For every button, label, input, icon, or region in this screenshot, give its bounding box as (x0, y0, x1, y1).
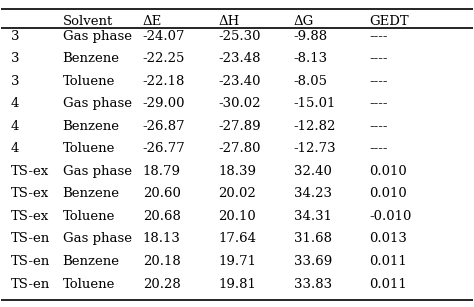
Text: Benzene: Benzene (63, 52, 119, 65)
Text: -29.00: -29.00 (143, 97, 185, 111)
Text: -8.05: -8.05 (293, 75, 328, 88)
Text: 33.69: 33.69 (293, 255, 332, 268)
Text: ----: ---- (369, 142, 387, 155)
Text: -26.87: -26.87 (143, 120, 185, 133)
Text: 17.64: 17.64 (218, 232, 256, 246)
Text: 34.31: 34.31 (293, 210, 331, 223)
Text: TS-en: TS-en (11, 232, 50, 246)
Text: -24.07: -24.07 (143, 30, 185, 43)
Text: ΔE: ΔE (143, 15, 162, 28)
Text: 18.79: 18.79 (143, 165, 181, 178)
Text: TS-ex: TS-ex (11, 188, 49, 200)
Text: -25.30: -25.30 (218, 30, 261, 43)
Text: 3: 3 (11, 75, 19, 88)
Text: 20.60: 20.60 (143, 188, 181, 200)
Text: Toluene: Toluene (63, 278, 115, 290)
Text: 19.71: 19.71 (218, 255, 256, 268)
Text: -27.80: -27.80 (218, 142, 261, 155)
Text: ----: ---- (369, 120, 387, 133)
Text: -8.13: -8.13 (293, 52, 328, 65)
Text: ----: ---- (369, 30, 387, 43)
Text: Solvent: Solvent (63, 15, 113, 28)
Text: Toluene: Toluene (63, 75, 115, 88)
Text: 20.68: 20.68 (143, 210, 181, 223)
Text: 20.18: 20.18 (143, 255, 181, 268)
Text: ----: ---- (369, 52, 387, 65)
Text: TS-ex: TS-ex (11, 165, 49, 178)
Text: Gas phase: Gas phase (63, 232, 132, 246)
Text: 0.011: 0.011 (369, 255, 407, 268)
Text: Benzene: Benzene (63, 188, 119, 200)
Text: ----: ---- (369, 75, 387, 88)
Text: -12.82: -12.82 (293, 120, 336, 133)
Text: 20.10: 20.10 (218, 210, 256, 223)
Text: -9.88: -9.88 (293, 30, 328, 43)
Text: Toluene: Toluene (63, 210, 115, 223)
Text: TS-ex: TS-ex (11, 210, 49, 223)
Text: -26.77: -26.77 (143, 142, 185, 155)
Text: 0.011: 0.011 (369, 278, 407, 290)
Text: 34.23: 34.23 (293, 188, 331, 200)
Text: -23.40: -23.40 (218, 75, 261, 88)
Text: -15.01: -15.01 (293, 97, 336, 111)
Text: Toluene: Toluene (63, 142, 115, 155)
Text: ΔG: ΔG (293, 15, 314, 28)
Text: 3: 3 (11, 30, 19, 43)
Text: Benzene: Benzene (63, 255, 119, 268)
Text: TS-en: TS-en (11, 255, 50, 268)
Text: Gas phase: Gas phase (63, 30, 132, 43)
Text: GEDT: GEDT (369, 15, 409, 28)
Text: 4: 4 (11, 120, 19, 133)
Text: 4: 4 (11, 142, 19, 155)
Text: 20.02: 20.02 (218, 188, 256, 200)
Text: 20.28: 20.28 (143, 278, 181, 290)
Text: 0.010: 0.010 (369, 188, 407, 200)
Text: 0.010: 0.010 (369, 165, 407, 178)
Text: 18.39: 18.39 (218, 165, 256, 178)
Text: Gas phase: Gas phase (63, 165, 132, 178)
Text: -27.89: -27.89 (218, 120, 261, 133)
Text: 33.83: 33.83 (293, 278, 332, 290)
Text: 4: 4 (11, 97, 19, 111)
Text: Benzene: Benzene (63, 120, 119, 133)
Text: TS-en: TS-en (11, 278, 50, 290)
Text: 31.68: 31.68 (293, 232, 331, 246)
Text: ΔH: ΔH (218, 15, 239, 28)
Text: -23.48: -23.48 (218, 52, 261, 65)
Text: -0.010: -0.010 (369, 210, 411, 223)
Text: -22.25: -22.25 (143, 52, 185, 65)
Text: Gas phase: Gas phase (63, 97, 132, 111)
Text: -30.02: -30.02 (218, 97, 261, 111)
Text: 19.81: 19.81 (218, 278, 256, 290)
Text: -12.73: -12.73 (293, 142, 336, 155)
Text: -22.18: -22.18 (143, 75, 185, 88)
Text: 18.13: 18.13 (143, 232, 181, 246)
Text: ----: ---- (369, 97, 387, 111)
Text: 3: 3 (11, 52, 19, 65)
Text: 0.013: 0.013 (369, 232, 407, 246)
Text: 32.40: 32.40 (293, 165, 331, 178)
